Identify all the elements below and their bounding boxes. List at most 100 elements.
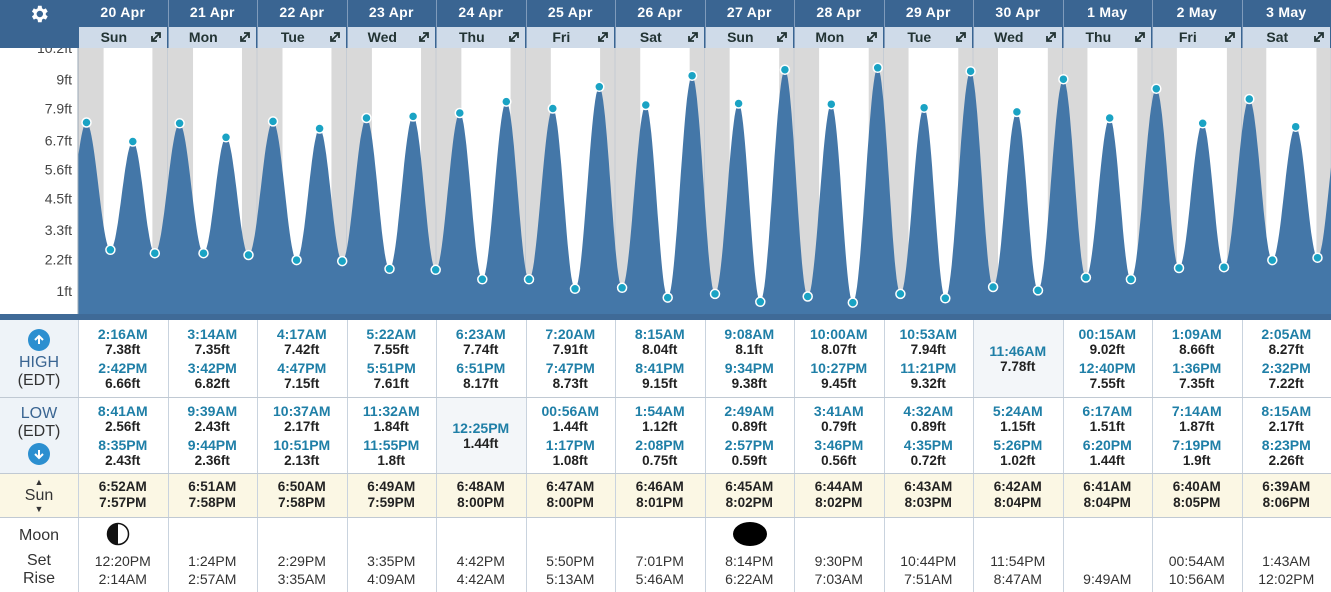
tide-extreme-point[interactable] [1151,83,1162,94]
tide-extreme-point[interactable] [1104,112,1115,124]
tide-extreme-point[interactable] [847,297,859,308]
tide-extreme-point[interactable] [1058,73,1069,85]
tide-extreme-point[interactable] [291,254,302,266]
tide-extreme-point[interactable] [174,118,185,129]
tide-extreme-point[interactable] [314,123,325,134]
tide-extreme-point[interactable] [1197,118,1208,129]
high-tide-cell[interactable]: 11:46AM 7.78ft [973,320,1063,397]
day-expand-button[interactable]: Sun [705,27,794,48]
tide-extreme-point[interactable] [501,96,512,107]
tide-extreme-point[interactable] [1080,272,1092,283]
tide-extreme-point[interactable] [198,247,209,259]
low-tide-cell[interactable]: 8:41AM 2.56ft 8:35PM 2.43ft [78,397,168,473]
tide-extreme-point[interactable] [802,291,813,302]
tide-extreme-point[interactable] [243,249,254,261]
high-tide-cell[interactable]: 00:15AM 9.02ft 12:40PM 7.55ft [1063,320,1153,397]
tide-extreme-point[interactable] [686,70,698,81]
high-tide-cell[interactable]: 7:20AM 7.91ft 7:47PM 8.73ft [526,320,616,397]
low-tide-cell[interactable]: 3:41AM 0.79ft 3:46PM 0.56ft [794,397,884,473]
tide-extreme-point[interactable] [336,255,348,267]
tide-extreme-point[interactable] [1173,262,1185,274]
tide-extreme-point[interactable] [733,98,744,109]
low-tide-cell[interactable]: 11:32AM 1.84ft 11:55PM 1.8ft [347,397,437,473]
table-column-divider [883,320,885,592]
tide-extreme-point[interactable] [640,99,652,111]
tide-extreme-point[interactable] [709,288,721,300]
tide-extreme-point[interactable] [454,107,466,119]
day-expand-button[interactable]: Wed [974,27,1062,48]
low-tide-cell[interactable]: 2:49AM 0.89ft 2:57PM 0.59ft [705,397,795,473]
low-tide-cell[interactable]: 6:17AM 1.51ft 6:20PM 1.44ft [1063,397,1153,473]
tide-extreme-point[interactable] [1011,106,1023,118]
day-expand-button[interactable]: Sun [79,27,167,48]
tide-extreme-point[interactable] [1290,121,1301,132]
tide-extreme-point[interactable] [1218,261,1230,273]
tide-extreme-point[interactable] [594,81,605,93]
tide-extreme-point[interactable] [872,62,883,74]
high-tide-cell[interactable]: 4:17AM 7.42ft 4:47PM 7.15ft [257,320,347,397]
low-tide-cell[interactable]: 5:24AM 1.15ft 5:26PM 1.02ft [973,397,1063,473]
settings-button[interactable] [0,0,78,28]
tide-extreme-point[interactable] [267,116,279,127]
tide-extreme-point[interactable] [220,132,232,143]
day-expand-button[interactable]: Tue [258,27,346,48]
tide-extreme-point[interactable] [569,283,581,295]
high-tide-cell[interactable]: 6:23AM 7.74ft 6:51PM 8.17ft [436,320,526,397]
tide-extreme-point[interactable] [1244,93,1255,105]
tide-extreme-point[interactable] [755,296,766,308]
day-expand-button[interactable]: Fri [526,27,615,48]
high-tide-cell[interactable]: 3:14AM 7.35ft 3:42PM 6.82ft [168,320,258,397]
day-expand-button[interactable]: Mon [795,27,883,48]
high-tide-cell[interactable]: 8:15AM 8.04ft 8:41PM 9.15ft [615,320,705,397]
tide-extreme-point[interactable] [895,288,906,300]
tide-extreme-point[interactable] [965,65,976,77]
low-tz-label: (EDT) [17,423,61,440]
tide-extreme-point[interactable] [662,292,673,303]
day-expand-button[interactable]: Mon [168,27,257,48]
low-tide-cell[interactable]: 7:14AM 1.87ft 7:19PM 1.9ft [1152,397,1242,473]
low-tide-cell[interactable]: 1:54AM 1.12ft 2:08PM 0.75ft [615,397,705,473]
tide-extreme-point[interactable] [127,136,139,147]
high-tide-cell[interactable]: 2:16AM 7.38ft 2:42PM 6.66ft [78,320,168,397]
tide-extreme-point[interactable] [384,263,395,275]
low-tide-cell[interactable]: 12:25PM 1.44ft [436,397,526,473]
day-expand-button[interactable]: Tue [884,27,973,48]
low-tide-cell[interactable]: 4:32AM 0.89ft 4:35PM 0.72ft [884,397,974,473]
tide-extreme-point[interactable] [81,117,92,128]
tide-extreme-point[interactable] [987,281,999,293]
tide-extreme-point[interactable] [430,264,441,276]
tide-extreme-point[interactable] [918,102,930,113]
day-expand-button[interactable]: Thu [1063,27,1152,48]
tide-extreme-point[interactable] [1267,254,1278,266]
tide-extreme-point[interactable] [1312,252,1323,263]
day-expand-button[interactable]: Sat [1242,27,1331,48]
tide-extreme-point[interactable] [477,274,488,285]
tide-extreme-point[interactable] [1125,274,1137,285]
tide-extreme-point[interactable] [940,293,951,304]
tide-extreme-point[interactable] [779,64,791,75]
high-tide-time: 5:22AM [366,326,417,342]
day-expand-button[interactable]: Sat [616,27,704,48]
day-expand-button[interactable]: Wed [347,27,436,48]
high-tide-cell[interactable]: 2:05AM 8.27ft 2:32PM 7.22ft [1242,320,1331,397]
tide-extreme-point[interactable] [1032,285,1044,296]
tide-extreme-point[interactable] [523,274,535,285]
tide-extreme-point[interactable] [547,103,559,114]
tide-extreme-point[interactable] [616,282,628,294]
tide-extreme-point[interactable] [361,112,372,124]
day-expand-button[interactable]: Thu [437,27,525,48]
low-tide-cell[interactable]: 00:56AM 1.44ft 1:17PM 1.08ft [526,397,616,473]
day-expand-button[interactable]: Fri [1153,27,1241,48]
high-tide-cell[interactable]: 10:53AM 7.94ft 11:21PM 9.32ft [884,320,974,397]
tide-extreme-point[interactable] [407,111,419,122]
tide-extreme-point[interactable] [826,98,837,110]
high-tide-cell[interactable]: 9:08AM 8.1ft 9:34PM 9.38ft [705,320,795,397]
tide-extreme-point[interactable] [149,247,161,259]
low-tide-cell[interactable]: 8:15AM 2.17ft 8:23PM 2.26ft [1242,397,1331,473]
high-tide-cell[interactable]: 1:09AM 8.66ft 1:36PM 7.35ft [1152,320,1242,397]
high-tide-cell[interactable]: 5:22AM 7.55ft 5:51PM 7.61ft [347,320,437,397]
high-tide-cell[interactable]: 10:00AM 8.07ft 10:27PM 9.45ft [794,320,884,397]
low-tide-cell[interactable]: 9:39AM 2.43ft 9:44PM 2.36ft [168,397,258,473]
low-tide-cell[interactable]: 10:37AM 2.17ft 10:51PM 2.13ft [257,397,347,473]
tide-extreme-point[interactable] [105,244,116,256]
